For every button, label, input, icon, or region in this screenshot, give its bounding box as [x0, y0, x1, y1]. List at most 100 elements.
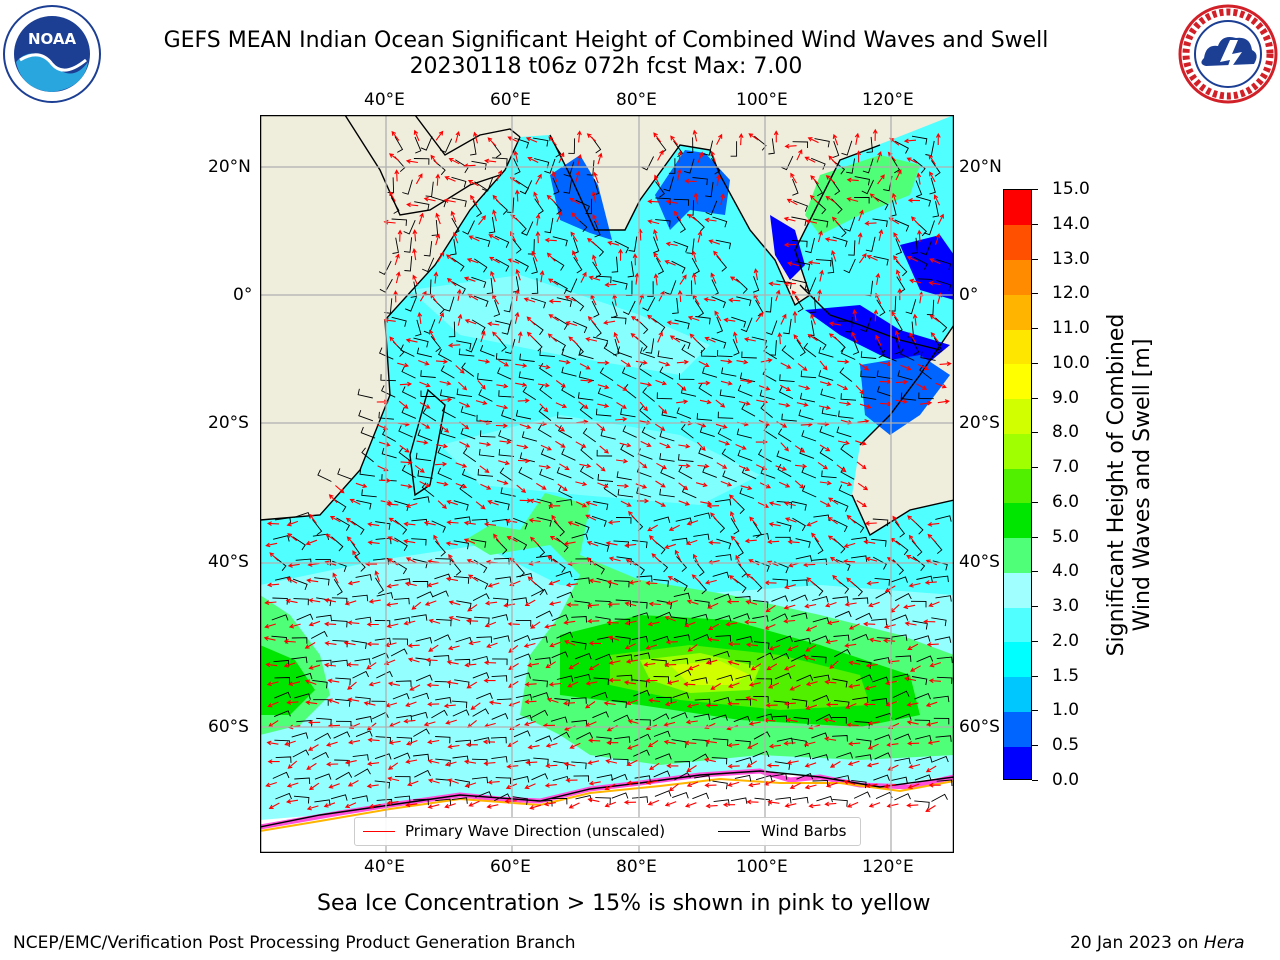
- wind-barb: [536, 800, 553, 807]
- wave-direction-arrow: [467, 179, 479, 187]
- wind-barb: [914, 693, 931, 700]
- wind-barb: [432, 590, 449, 598]
- wind-barb: [291, 732, 309, 739]
- wave-direction-arrow: [438, 312, 445, 324]
- wind-barb: [833, 499, 849, 512]
- wind-barb: [693, 533, 710, 541]
- wave-direction-arrow: [591, 254, 598, 267]
- wave-direction-arrow: [748, 721, 761, 726]
- wind-barb: [551, 797, 568, 805]
- wind-barb: [632, 601, 648, 609]
- wind-barb: [933, 337, 943, 354]
- wind-barb: [521, 221, 534, 236]
- wave-direction-arrow: [728, 682, 740, 689]
- wave-direction-arrow: [306, 805, 319, 811]
- wind-barb: [430, 335, 442, 353]
- wind-barb: [929, 177, 936, 195]
- wind-barb: [711, 296, 726, 309]
- wind-barb: [394, 776, 411, 783]
- wave-direction-arrow: [394, 253, 400, 266]
- wave-direction-arrow: [323, 802, 336, 808]
- wave-direction-arrow: [529, 804, 541, 810]
- wind-barb: [415, 319, 422, 337]
- wave-direction-arrow: [527, 744, 540, 750]
- wave-direction-arrow: [643, 662, 656, 667]
- wind-barb: [694, 599, 710, 609]
- wind-barb: [571, 719, 588, 727]
- lat-tick-right: 40°S: [959, 552, 1000, 572]
- wind-barb: [694, 774, 711, 782]
- wind-barb: [455, 636, 473, 644]
- wave-direction-arrow: [593, 171, 599, 184]
- wind-barb: [916, 655, 934, 663]
- wind-barb: [794, 295, 804, 313]
- wave-direction-arrow: [766, 763, 779, 768]
- wind-barb: [733, 578, 747, 594]
- wave-direction-arrow: [374, 570, 380, 582]
- wind-barb: [891, 634, 908, 641]
- wave-direction-arrow: [793, 334, 802, 345]
- wave-direction-arrow: [907, 198, 921, 203]
- wind-barb: [591, 320, 602, 338]
- wind-barb: [391, 316, 407, 327]
- wave-direction-arrow: [547, 333, 557, 343]
- wave-direction-arrow: [695, 482, 708, 488]
- wave-direction-arrow: [908, 763, 921, 769]
- wind-barb: [872, 218, 888, 227]
- wave-direction-arrow: [585, 680, 598, 686]
- wind-barb: [561, 366, 577, 377]
- wave-direction-arrow: [577, 153, 582, 166]
- wave-direction-arrow: [855, 385, 865, 395]
- wind-barb: [763, 425, 778, 439]
- wind-barb: [840, 393, 857, 401]
- wave-direction-arrow: [804, 156, 816, 163]
- wind-barb: [501, 319, 512, 335]
- colorbar-tick-label: 13.0: [1052, 248, 1090, 269]
- wind-barb: [862, 158, 874, 174]
- colorbar-segment: [1004, 676, 1031, 712]
- chart-title: GEFS MEAN Indian Ocean Significant Heigh…: [163, 28, 1049, 53]
- wave-direction-arrow: [620, 359, 632, 367]
- wave-direction-arrow: [917, 229, 922, 242]
- wind-barb: [531, 709, 549, 718]
- wind-barb: [294, 777, 311, 785]
- wind-barb: [838, 410, 854, 419]
- wind-barb: [874, 197, 889, 211]
- wind-barb: [871, 697, 888, 705]
- wind-barb: [936, 656, 953, 664]
- wave-direction-arrow: [866, 762, 879, 768]
- wind-barb: [631, 635, 649, 643]
- wave-direction-arrow: [378, 478, 392, 483]
- wave-direction-arrow: [445, 576, 459, 582]
- wave-direction-arrow: [829, 660, 839, 669]
- wave-direction-arrow: [868, 637, 881, 643]
- wave-direction-arrow: [548, 136, 557, 146]
- wind-barb: [477, 373, 493, 382]
- wave-direction-arrow: [679, 274, 687, 285]
- wave-direction-arrow: [409, 684, 421, 691]
- wind-barb: [488, 217, 496, 234]
- wind-barb: [935, 735, 952, 742]
- wave-direction-arrow: [854, 132, 860, 145]
- wave-zone-shallow: [655, 150, 730, 230]
- wave-direction-arrow: [903, 604, 916, 610]
- national-weather-service-logo: [1178, 4, 1278, 104]
- wind-barb: [895, 655, 912, 662]
- wave-direction-arrow: [825, 175, 836, 184]
- wind-barb: [860, 317, 872, 333]
- wave-direction-arrow: [366, 622, 379, 627]
- wind-barb: [768, 138, 775, 155]
- wave-direction-arrow: [875, 272, 881, 285]
- wave-direction-arrow: [768, 501, 781, 506]
- wind-barb: [540, 448, 556, 461]
- wave-direction-arrow: [565, 320, 578, 327]
- wind-barb: [715, 554, 732, 561]
- wave-direction-arrow: [570, 231, 578, 242]
- wave-direction-arrow: [567, 681, 579, 688]
- wind-barb: [374, 753, 392, 760]
- wind-barb: [741, 467, 757, 480]
- wind-barb: [538, 363, 553, 377]
- wind-barb: [495, 353, 512, 361]
- wave-direction-arrow: [658, 405, 668, 415]
- wave-direction-arrow: [419, 402, 431, 409]
